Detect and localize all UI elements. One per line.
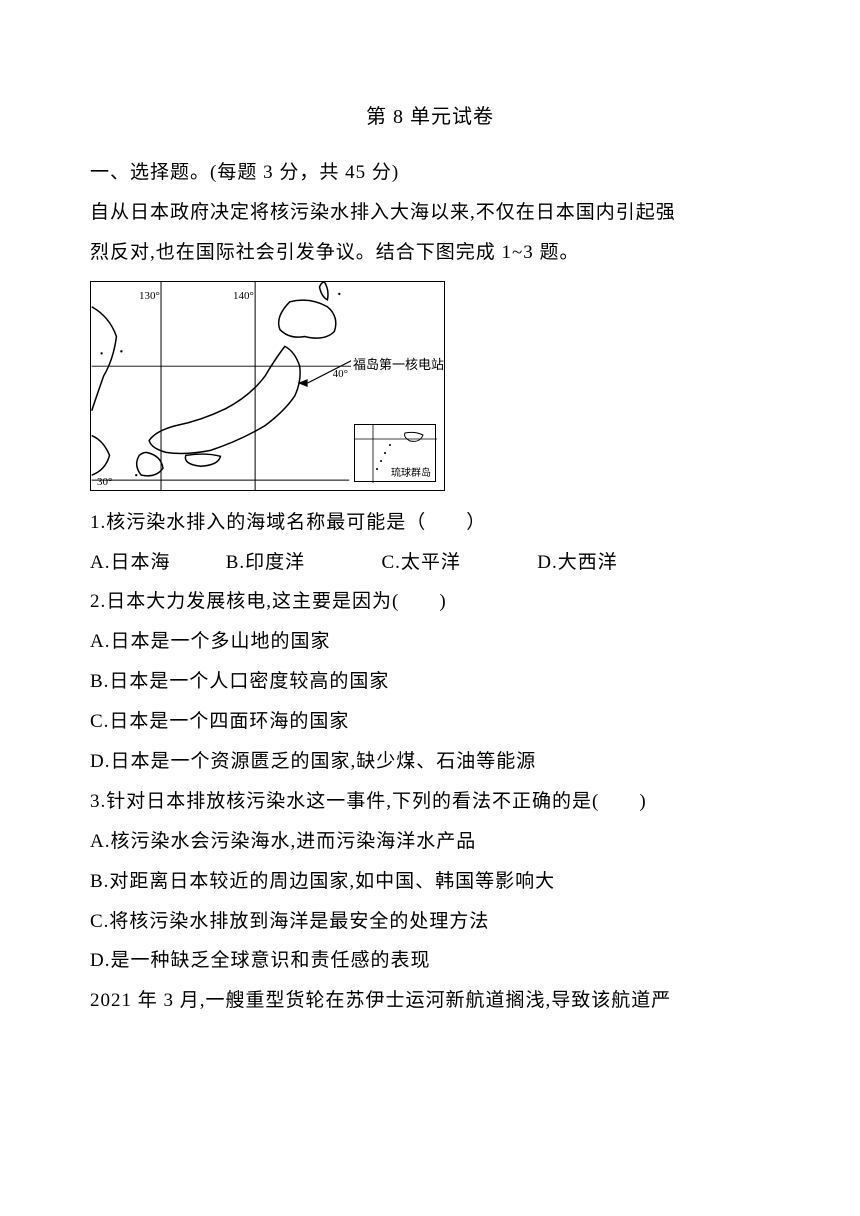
inset-map: 琉球群岛 — [354, 424, 436, 482]
section-header: 一、选择题。(每题 3 分，共 45 分) — [90, 153, 770, 193]
q2-optC: C.日本是一个四面环海的国家 — [90, 702, 770, 742]
q2-optB: B.日本是一个人口密度较高的国家 — [90, 662, 770, 702]
q1-optC: C.太平洋 — [382, 543, 532, 583]
q1-text: 1.核污染水排入的海域名称最可能是（ ） — [90, 503, 770, 543]
coord-30: 30° — [97, 476, 112, 488]
q3-optC: C.将核污染水排放到海洋是最安全的处理方法 — [90, 902, 770, 942]
q3-optB: B.对距离日本较近的周边国家,如中国、韩国等影响大 — [90, 862, 770, 902]
q2-optA: A.日本是一个多山地的国家 — [90, 622, 770, 662]
coord-140: 140° — [233, 290, 254, 302]
coord-130: 130° — [139, 290, 160, 302]
q3-text: 3.针对日本排放核污染水这一事件,下列的看法不正确的是( ) — [90, 782, 770, 822]
q2-text: 2.日本大力发展核电,这主要是因为( ) — [90, 582, 770, 622]
inset-label: 琉球群岛 — [391, 464, 431, 479]
q3-optA: A.核污染水会污染海水,进而污染海洋水产品 — [90, 822, 770, 862]
coord-40: 40° — [333, 368, 348, 380]
map-figure: 130° 140° 40° 30° 福岛第一核电站 琉球群岛 — [90, 281, 445, 491]
next-intro: 2021 年 3 月,一艘重型货轮在苏伊士运河新航道搁浅,导致该航道严 — [90, 981, 770, 1021]
fukushima-label: 福岛第一核电站 — [351, 354, 445, 373]
q2-optD: D.日本是一个资源匮乏的国家,缺少煤、石油等能源 — [90, 742, 770, 782]
q1-options: A.日本海 B.印度洋 C.太平洋 D.大西洋 — [90, 543, 770, 583]
q1-optD: D.大西洋 — [537, 543, 617, 583]
q1-optA: A.日本海 — [90, 543, 220, 583]
q1-optB: B.印度洋 — [226, 543, 376, 583]
q3-optD: D.是一种缺乏全球意识和责任感的表现 — [90, 941, 770, 981]
page-title: 第 8 单元试卷 — [90, 100, 770, 129]
intro-line-2: 烈反对,也在国际社会引发争议。结合下图完成 1~3 题。 — [90, 233, 770, 273]
intro-line-1: 自从日本政府决定将核污染水排入大海以来,不仅在日本国内引起强 — [90, 193, 770, 233]
